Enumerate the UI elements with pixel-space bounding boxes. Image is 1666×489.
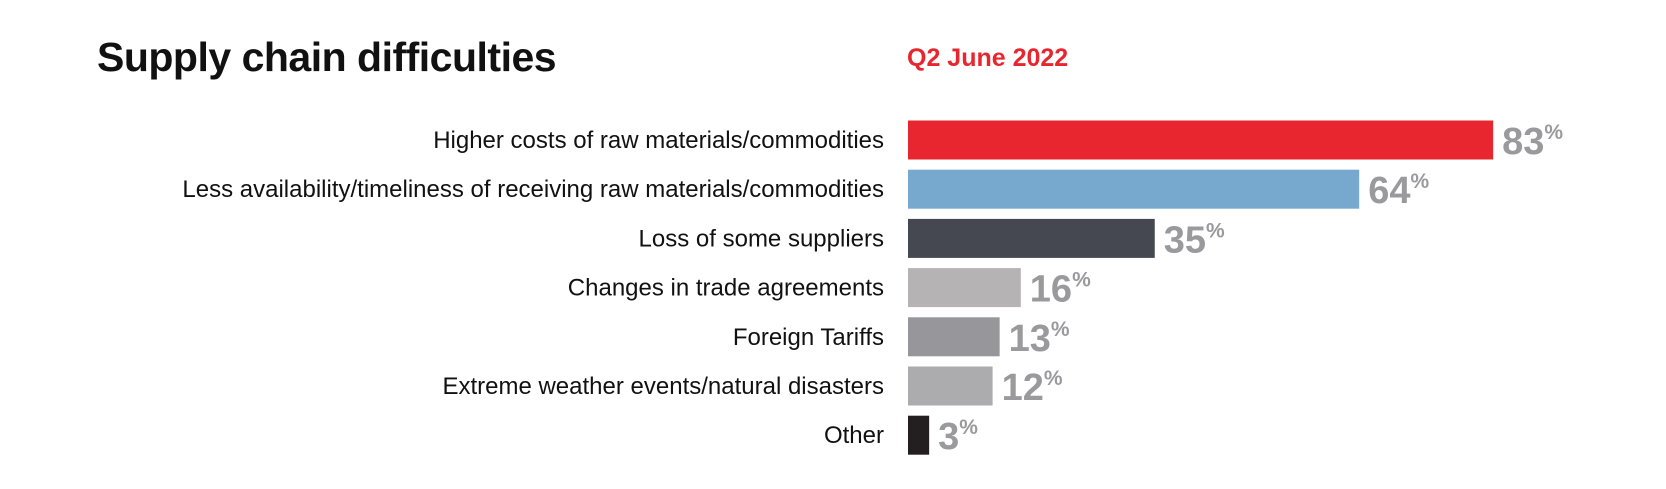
value-label: 16% (1030, 269, 1091, 311)
value-percent-sign: % (1051, 318, 1070, 341)
bar (908, 415, 930, 455)
bar (908, 268, 1021, 308)
value-number: 35 (1164, 219, 1206, 261)
value-percent-sign: % (959, 416, 978, 439)
value-label: 3% (938, 416, 978, 458)
value-label: 35% (1164, 219, 1225, 261)
value-percent-sign: % (1544, 121, 1563, 144)
value-number: 3 (938, 416, 959, 458)
category-label: Loss of some suppliers (639, 225, 884, 252)
value-number: 13 (1009, 318, 1051, 360)
value-number: 16 (1030, 269, 1072, 311)
bar (908, 120, 1494, 160)
bar (908, 218, 1155, 258)
value-number: 83 (1502, 121, 1544, 163)
category-label: Less availability/timeliness of receivin… (182, 176, 884, 203)
chart-title: Supply chain difficulties (97, 34, 557, 80)
value-label: 12% (1002, 367, 1063, 409)
bar (908, 169, 1360, 209)
value-percent-sign: % (1206, 219, 1225, 242)
value-percent-sign: % (1410, 170, 1429, 193)
bar (908, 366, 993, 406)
value-percent-sign: % (1044, 367, 1063, 390)
category-label: Higher costs of raw materials/commoditie… (433, 127, 884, 154)
category-label: Foreign Tariffs (733, 324, 884, 351)
category-label: Changes in trade agreements (568, 275, 884, 302)
value-label: 64% (1368, 170, 1429, 212)
value-number: 12 (1002, 367, 1044, 409)
value-label: 83% (1502, 121, 1563, 163)
category-label: Extreme weather events/natural disasters (442, 373, 884, 400)
category-label: Other (824, 422, 884, 449)
value-number: 64 (1368, 170, 1410, 212)
value-percent-sign: % (1072, 269, 1091, 292)
bar (908, 317, 1000, 357)
value-label: 13% (1009, 318, 1070, 360)
chart-subtitle: Q2 June 2022 (907, 44, 1069, 72)
